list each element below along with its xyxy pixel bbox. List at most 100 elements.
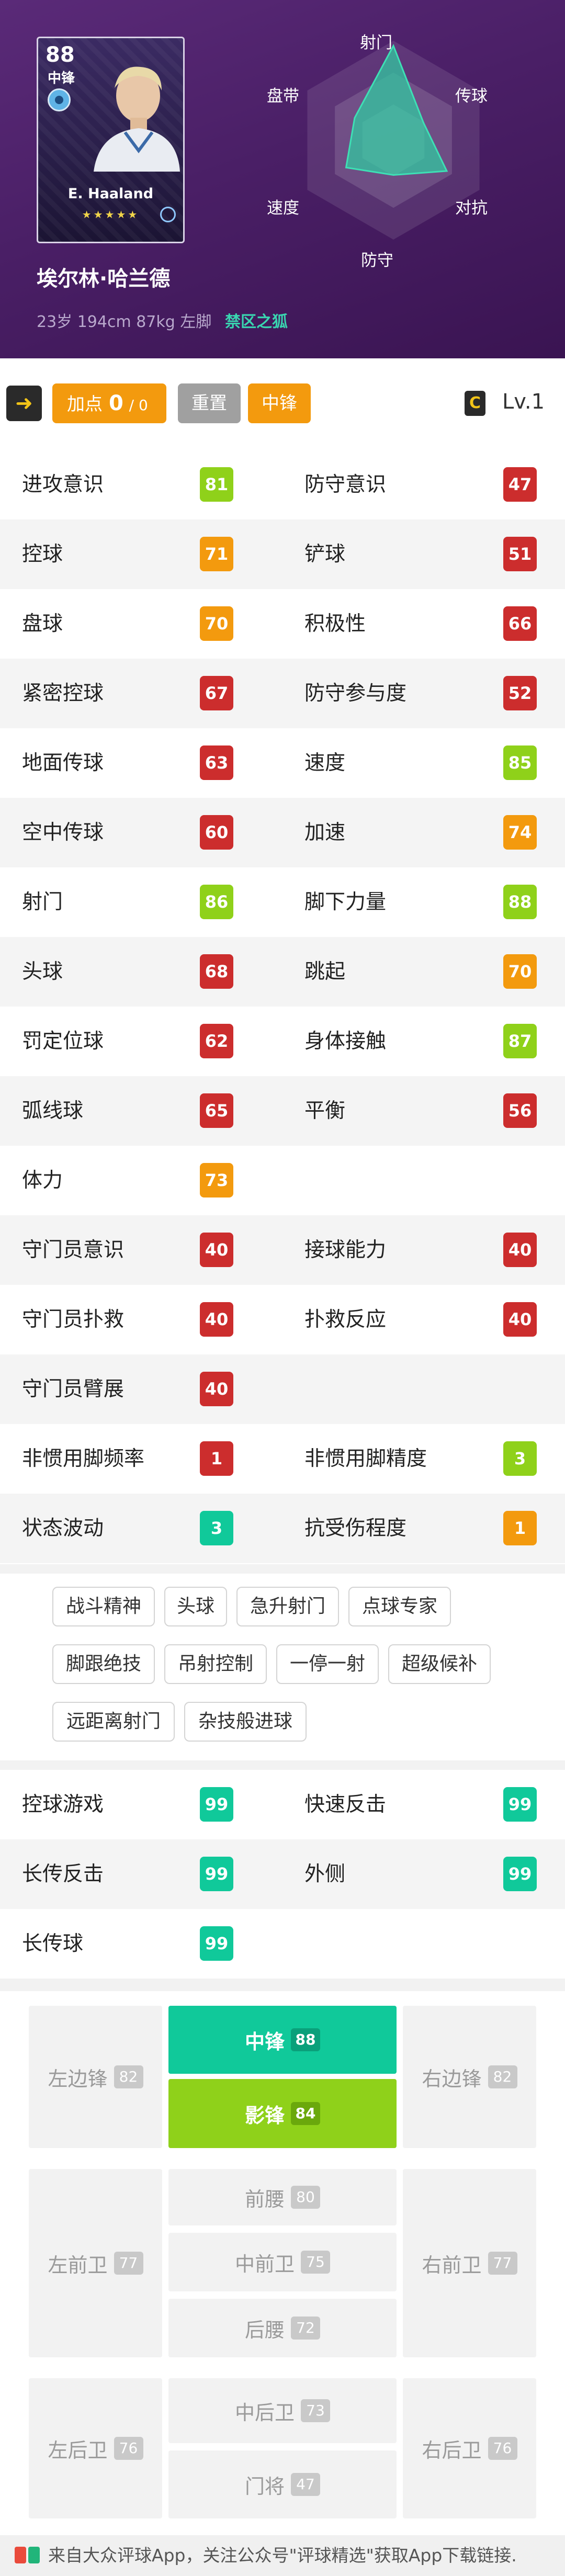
level-text[interactable]: Lv.1 bbox=[502, 390, 545, 414]
attribute-item[interactable]: 速度 85 bbox=[282, 728, 565, 798]
playstyle-value-badge: 99 bbox=[503, 1857, 537, 1891]
attribute-value-badge: 3 bbox=[200, 1511, 233, 1545]
attribute-item[interactable]: 平衡 56 bbox=[282, 1076, 565, 1146]
playstyle-row: 控球游戏 99 快速反击 99 bbox=[0, 1770, 565, 1839]
position-rb[interactable]: 右后卫 76 bbox=[403, 2378, 536, 2518]
skill-chip[interactable]: 急升射门 bbox=[236, 1587, 339, 1626]
attribute-item[interactable]: 抗受伤程度 1 bbox=[282, 1494, 565, 1563]
playstyle-item[interactable]: 长传球 99 bbox=[0, 1909, 282, 1979]
skill-chip[interactable]: 点球专家 bbox=[348, 1587, 451, 1626]
section-divider bbox=[0, 1979, 565, 1991]
attribute-item[interactable]: 加速 74 bbox=[282, 798, 565, 867]
attribute-item[interactable]: 防守意识 47 bbox=[282, 450, 565, 519]
position-lb[interactable]: 左后卫 76 bbox=[29, 2378, 162, 2518]
attribute-item[interactable]: 紧密控球 67 bbox=[0, 659, 282, 728]
skill-chip[interactable]: 头球 bbox=[164, 1587, 227, 1626]
attribute-name: 弧线球 bbox=[22, 1099, 84, 1123]
attribute-name: 控球 bbox=[22, 543, 63, 566]
skill-chip[interactable]: 一停一射 bbox=[276, 1644, 379, 1684]
radar-label-dribbling: 盘带 bbox=[267, 87, 299, 106]
position-rating: 80 bbox=[291, 2186, 320, 2209]
add-points-button[interactable]: 加点 0 / 0 bbox=[52, 383, 166, 423]
attribute-value-badge: 40 bbox=[200, 1302, 233, 1337]
radar-svg bbox=[307, 41, 480, 240]
attribute-item[interactable]: 弧线球 65 bbox=[0, 1076, 282, 1146]
attribute-item[interactable]: 盘球 70 bbox=[0, 589, 282, 659]
skills-section: 战斗精神 头球 急升射门 点球专家脚跟绝技 吊射控制 一停一射 超级候补远距离射门 杂技般进球 bbox=[0, 1564, 565, 1760]
attribute-name: 进攻意识 bbox=[22, 473, 104, 496]
position-ss[interactable]: 影锋 84 bbox=[168, 2079, 397, 2148]
playstyle-item[interactable]: 控球游戏 99 bbox=[0, 1770, 282, 1839]
player-header: 88 中锋 E. Haaland ★★★★★ 埃尔林·哈兰德 23岁 194cm… bbox=[0, 0, 565, 358]
attribute-item[interactable]: 身体接触 87 bbox=[282, 1007, 565, 1076]
position-amf[interactable]: 前腰 80 bbox=[168, 2169, 397, 2225]
position-rwf[interactable]: 右边锋 82 bbox=[403, 2006, 536, 2148]
attribute-item[interactable]: 守门员扑救 40 bbox=[0, 1285, 282, 1354]
position-cmf[interactable]: 中前卫 75 bbox=[168, 2233, 397, 2291]
attribute-item[interactable]: 守门员意识 40 bbox=[0, 1215, 282, 1285]
playstyle-item[interactable]: 快速反击 99 bbox=[282, 1770, 565, 1839]
position-dmf[interactable]: 后腰 72 bbox=[168, 2299, 397, 2357]
attribute-value-badge: 51 bbox=[503, 537, 537, 571]
position-name: 左后卫 bbox=[48, 2438, 108, 2462]
add-points-label: 加点 bbox=[67, 394, 103, 415]
attribute-value-badge: 65 bbox=[200, 1093, 233, 1128]
attribute-item[interactable]: 空中传球 60 bbox=[0, 798, 282, 867]
attribute-item[interactable]: 状态波动 3 bbox=[0, 1494, 282, 1563]
position-button[interactable]: 中锋 bbox=[248, 383, 311, 423]
attribute-item[interactable]: 接球能力 40 bbox=[282, 1215, 565, 1285]
position-lmf[interactable]: 左前卫 77 bbox=[29, 2169, 162, 2357]
attribute-item[interactable]: 积极性 66 bbox=[282, 589, 565, 659]
position-cf[interactable]: 中锋 88 bbox=[168, 2006, 397, 2074]
player-portrait-icon bbox=[94, 66, 180, 172]
add-points-value: 0 bbox=[109, 391, 123, 415]
attribute-item[interactable]: 罚定位球 62 bbox=[0, 1007, 282, 1076]
attribute-name: 加速 bbox=[304, 821, 346, 844]
attribute-item[interactable]: 防守参与度 52 bbox=[282, 659, 565, 728]
playstyle-item[interactable]: 长传反击 99 bbox=[0, 1839, 282, 1909]
skill-chip[interactable]: 远距离射门 bbox=[52, 1702, 175, 1742]
attribute-value-badge: 62 bbox=[200, 1024, 233, 1058]
attribute-item[interactable]: 脚下力量 88 bbox=[282, 867, 565, 937]
ai-playstyles-list: 控球游戏 99 快速反击 99 长传反击 99 外侧 99 长传球 99 bbox=[0, 1770, 565, 1979]
arrow-right-icon[interactable]: ➜ bbox=[6, 386, 42, 421]
position-name: 右边锋 bbox=[422, 2067, 482, 2091]
level-icon: C bbox=[465, 391, 485, 416]
position-rmf[interactable]: 右前卫 77 bbox=[403, 2169, 536, 2357]
attribute-item[interactable]: 跳起 70 bbox=[282, 937, 565, 1007]
attribute-item[interactable]: 控球 71 bbox=[0, 519, 282, 589]
attribute-item[interactable]: 地面传球 63 bbox=[0, 728, 282, 798]
attribute-item[interactable]: 射门 86 bbox=[0, 867, 282, 937]
attribute-item[interactable]: 非惯用脚频率 1 bbox=[0, 1424, 282, 1494]
attribute-item[interactable]: 扑救反应 40 bbox=[282, 1285, 565, 1354]
skill-chip[interactable]: 吊射控制 bbox=[164, 1644, 267, 1684]
player-card[interactable]: 88 中锋 E. Haaland ★★★★★ bbox=[37, 37, 185, 243]
attribute-name: 头球 bbox=[22, 960, 63, 984]
attribute-item[interactable]: 守门员臂展 40 bbox=[0, 1354, 282, 1424]
card-player-name: E. Haaland bbox=[67, 186, 154, 202]
attribute-value-badge: 52 bbox=[503, 676, 537, 710]
attribute-item[interactable]: 进攻意识 81 bbox=[0, 450, 282, 519]
playstyle-item[interactable]: 外侧 99 bbox=[282, 1839, 565, 1909]
reset-button[interactable]: 重置 bbox=[178, 383, 241, 423]
position-lwf[interactable]: 左边锋 82 bbox=[29, 2006, 162, 2148]
attribute-item[interactable]: 头球 68 bbox=[0, 937, 282, 1007]
attribute-item[interactable]: 非惯用脚精度 3 bbox=[282, 1424, 565, 1494]
attribute-value-badge: 60 bbox=[200, 815, 233, 850]
position-rating: 76 bbox=[488, 2437, 517, 2460]
playstyle-name: 长传反击 bbox=[22, 1862, 104, 1886]
position-gk[interactable]: 门将 47 bbox=[168, 2450, 397, 2518]
attribute-name: 非惯用脚精度 bbox=[304, 1447, 427, 1471]
attribute-item[interactable]: 铲球 51 bbox=[282, 519, 565, 589]
playstyle-name: 快速反击 bbox=[304, 1793, 387, 1816]
skill-chip[interactable]: 杂技般进球 bbox=[184, 1702, 307, 1742]
attribute-value-badge: 1 bbox=[200, 1441, 233, 1476]
attribute-name: 跳起 bbox=[304, 960, 346, 984]
attribute-item[interactable]: 体力 73 bbox=[0, 1146, 282, 1215]
skill-chip[interactable]: 脚跟绝技 bbox=[52, 1644, 155, 1684]
footer-text: 来自大众评球App，关注公众号"评球精选"获取App下载链接. bbox=[48, 2545, 517, 2566]
position-cb[interactable]: 中后卫 73 bbox=[168, 2378, 397, 2443]
attribute-row: 紧密控球 67 防守参与度 52 bbox=[0, 659, 565, 728]
skill-chip[interactable]: 超级候补 bbox=[388, 1644, 491, 1684]
skill-chip[interactable]: 战斗精神 bbox=[52, 1587, 155, 1626]
